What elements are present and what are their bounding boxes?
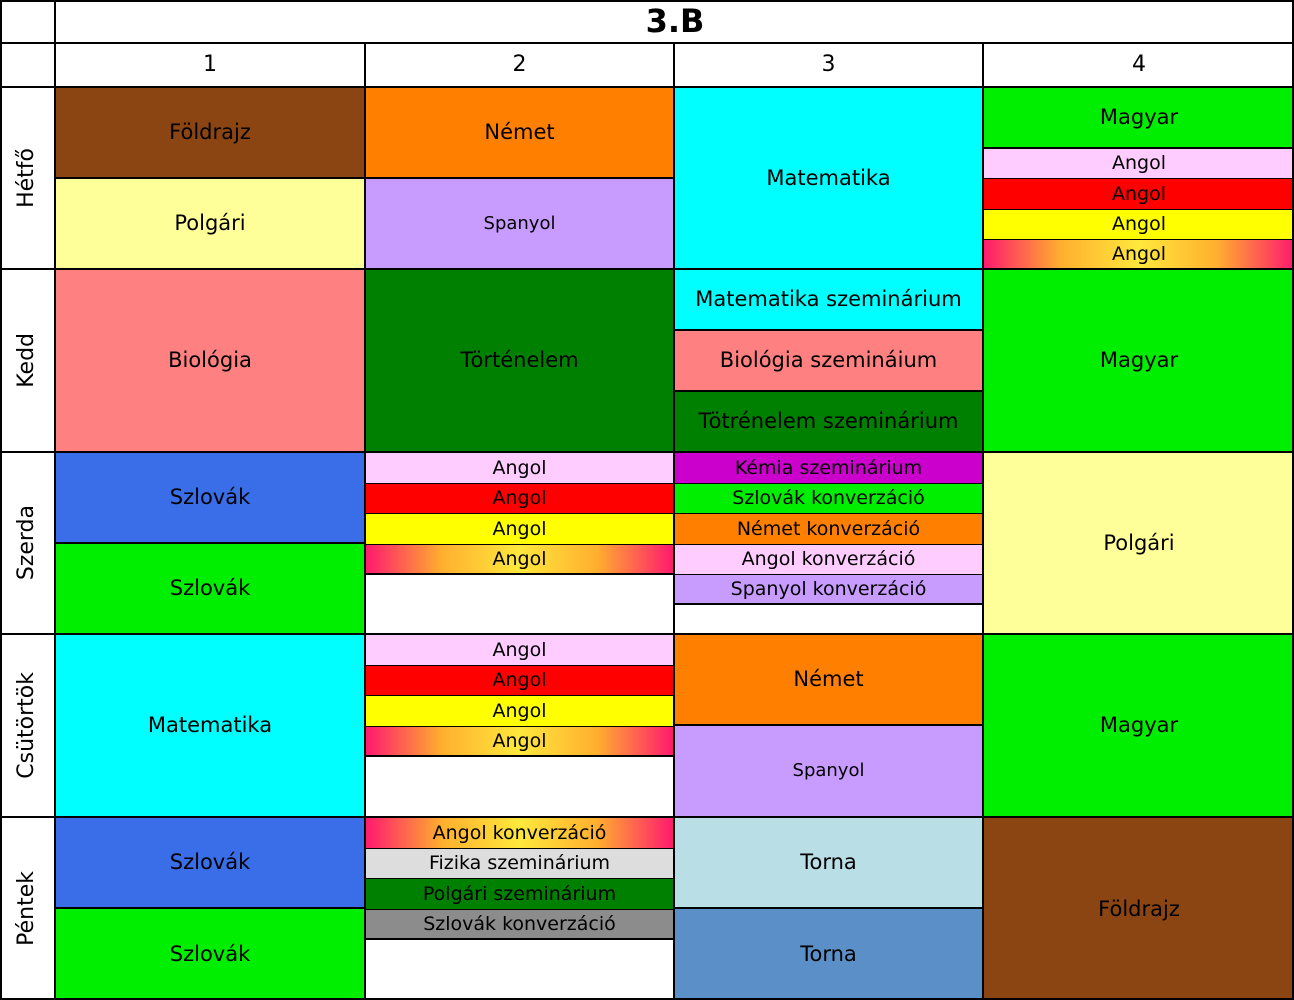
lesson-cell: Magyar: [984, 635, 1294, 818]
lesson-cell: Angol: [984, 149, 1294, 179]
lesson-cell: Angol: [366, 635, 675, 666]
lesson-cell: Angol: [984, 179, 1294, 210]
lesson-cell: Szlovák konverzáció: [366, 910, 675, 940]
lesson-cell: Angol: [984, 240, 1294, 270]
lesson-cell: Spanyol: [366, 179, 675, 270]
lesson-cell: Angol konverzáció: [366, 818, 675, 849]
lesson-cell: Történelem: [366, 270, 675, 453]
lesson-cell: Német: [675, 635, 984, 726]
class-title: 3.B: [56, 0, 1294, 44]
lesson-cell: Angol: [366, 484, 675, 514]
lesson-cell: Földrajz: [984, 818, 1294, 1000]
lesson-cell: Biológia: [56, 270, 366, 453]
lesson-cell: Fizika szeminárium: [366, 849, 675, 879]
lesson-cell: Angol: [366, 666, 675, 696]
lesson-cell: Német: [366, 88, 675, 179]
day-label-tuesday: Kedd: [0, 270, 56, 453]
empty-cell: [675, 605, 984, 635]
corner-cell: [0, 0, 56, 44]
lesson-cell: Spanyol konverzáció: [675, 575, 984, 605]
lesson-cell: Angol: [984, 210, 1294, 240]
lesson-cell: Matematika szeminárium: [675, 270, 984, 331]
lesson-cell: Szlovák: [56, 909, 366, 1000]
lesson-cell: Polgári: [984, 453, 1294, 635]
lesson-cell: Matematika: [56, 635, 366, 818]
day-label-wednesday: Szerda: [0, 453, 56, 635]
lesson-cell: Angol: [366, 696, 675, 727]
lesson-cell: Magyar: [984, 88, 1294, 149]
lesson-cell: Tötrénelem szeminárium: [675, 392, 984, 453]
day-label-monday: Hétfő: [0, 88, 56, 270]
lesson-cell: Angol: [366, 545, 675, 575]
empty-cell: [366, 940, 675, 1000]
lesson-cell: Szlovák: [56, 818, 366, 909]
lesson-cell: Szlovák: [56, 453, 366, 544]
empty-cell: [366, 757, 675, 818]
empty-cell: [366, 575, 675, 635]
corner-cell-2: [0, 44, 56, 88]
column-header-4: 4: [984, 44, 1294, 88]
lesson-cell: Polgári szeminárium: [366, 879, 675, 910]
lesson-cell: Torna: [675, 818, 984, 909]
column-header-3: 3: [675, 44, 984, 88]
day-label-friday: Péntek: [0, 818, 56, 1000]
lesson-cell: Magyar: [984, 270, 1294, 453]
lesson-cell: Szlovák konverzáció: [675, 484, 984, 514]
lesson-cell: Kémia szeminárium: [675, 453, 984, 484]
lesson-cell: Földrajz: [56, 88, 366, 179]
lesson-cell: Angol: [366, 514, 675, 545]
lesson-cell: Angol konverzáció: [675, 545, 984, 575]
column-header-1: 1: [56, 44, 366, 88]
lesson-cell: Polgári: [56, 179, 366, 270]
lesson-cell: Matematika: [675, 88, 984, 270]
lesson-cell: Angol: [366, 453, 675, 484]
lesson-cell: Angol: [366, 727, 675, 757]
lesson-cell: Német konverzáció: [675, 514, 984, 545]
lesson-cell: Torna: [675, 909, 984, 1000]
day-label-thursday: Csütörtök: [0, 635, 56, 818]
column-header-2: 2: [366, 44, 675, 88]
lesson-cell: Biológia szemináium: [675, 331, 984, 392]
lesson-cell: Szlovák: [56, 544, 366, 635]
lesson-cell: Spanyol: [675, 726, 984, 818]
